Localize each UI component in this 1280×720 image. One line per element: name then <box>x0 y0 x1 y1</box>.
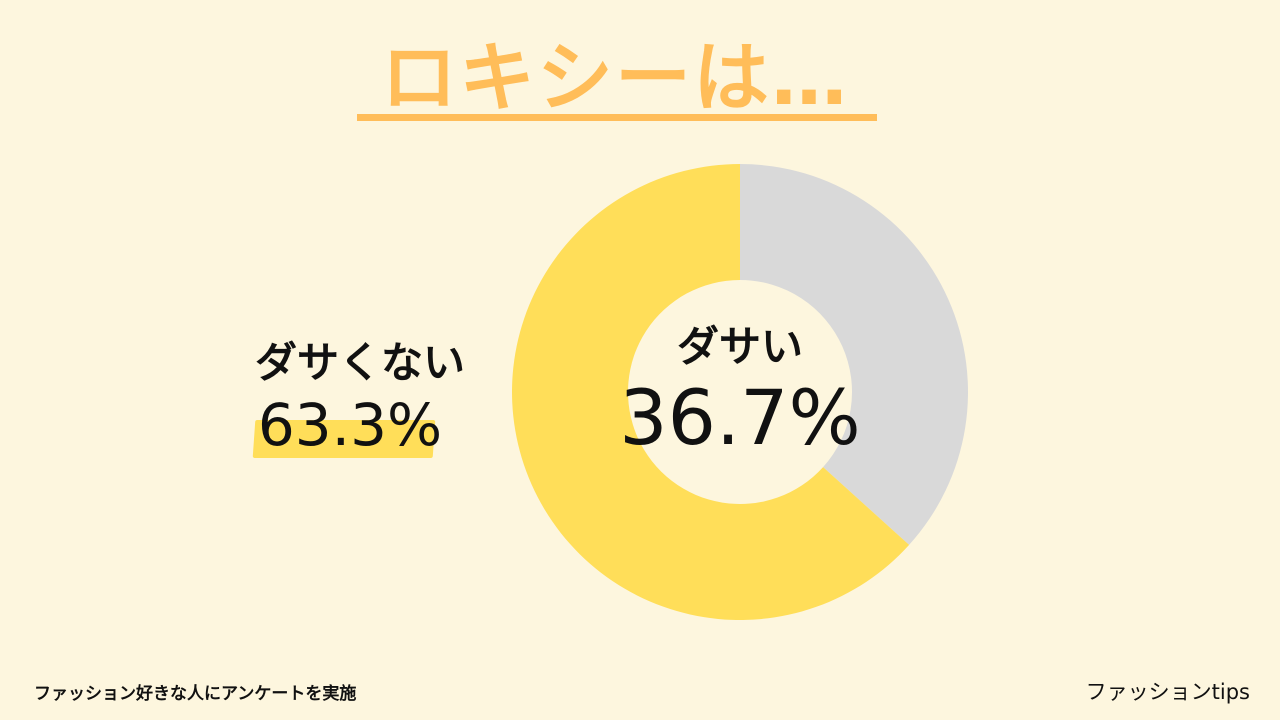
donut-slice-dasakunai <box>512 164 910 620</box>
brand-label: ファッションtips <box>1085 680 1250 704</box>
survey-note: ファッション好きな人にアンケートを実施 <box>34 684 357 704</box>
title-underline <box>357 114 877 121</box>
slice-annotation-dasakunai: ダサくない 63.3% <box>235 328 485 468</box>
donut-chart-svg <box>512 164 968 620</box>
slice-value-dasakunai: 63.3% <box>257 391 443 459</box>
donut-chart: ダサい 36.7% <box>500 152 980 632</box>
page-title: ロキシーは… <box>381 33 849 122</box>
slice-value-dasai: 36.7% <box>619 373 861 462</box>
slice-label-dasai: ダサい <box>676 322 803 371</box>
slice-label-dasakunai: ダサくない <box>254 338 465 387</box>
donut-slice-dasai <box>740 164 968 545</box>
